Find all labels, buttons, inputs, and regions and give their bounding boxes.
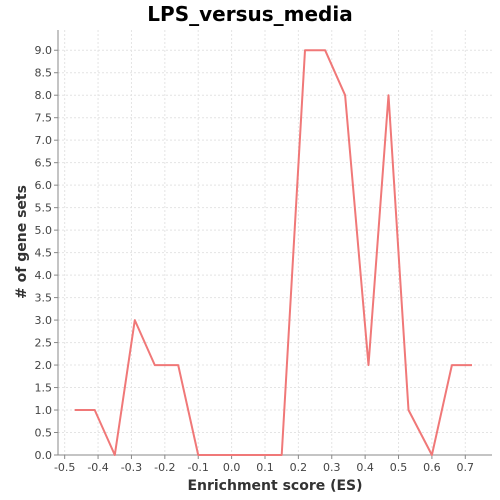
x-tick-label: 0.0 xyxy=(223,461,241,474)
y-tick-label: 5.5 xyxy=(35,202,53,215)
x-tick-label: -0.4 xyxy=(87,461,108,474)
y-tick-label: 2.5 xyxy=(35,337,53,350)
x-tick-label: -0.5 xyxy=(54,461,75,474)
y-tick-label: 7.5 xyxy=(35,112,53,125)
x-tick-label: 0.7 xyxy=(457,461,475,474)
grid xyxy=(58,30,492,456)
y-tick-label: 2.0 xyxy=(35,359,53,372)
x-tick-label: -0.3 xyxy=(121,461,142,474)
axes xyxy=(57,30,492,456)
series xyxy=(74,49,472,456)
y-tick-label: 0.0 xyxy=(35,449,53,462)
y-tick-label: 1.5 xyxy=(35,382,53,395)
y-axis-label: # of gene sets xyxy=(14,185,30,299)
x-ticks: -0.5 -0.4 -0.3 -0.2 -0.1 0.0 0.1 0.2 0.3 0.4 0.5 0.… xyxy=(54,455,474,474)
x-tick-label: 0.1 xyxy=(256,461,274,474)
y-tick-label: 8.0 xyxy=(35,89,53,102)
y-tick-label: 7.0 xyxy=(35,134,53,147)
x-tick-label: 0.5 xyxy=(390,461,408,474)
x-tick-label: 0.3 xyxy=(323,461,341,474)
x-axis-label: Enrichment score (ES) xyxy=(187,478,362,494)
y-tick-label: 3.0 xyxy=(35,314,53,327)
y-tick-label: 0.5 xyxy=(35,427,53,440)
y-tick-label: 6.5 xyxy=(35,157,53,170)
x-tick-label: 0.2 xyxy=(290,461,308,474)
y-tick-label: 3.5 xyxy=(35,292,53,305)
y-tick-label: 9.0 xyxy=(35,44,53,57)
y-ticks: 0.0 0.5 1.0 1.5 2.0 2.5 3.0 3.5 4.0 4.5 5.0 5.5 6.0 6… xyxy=(35,44,58,462)
y-tick-label: 1.0 xyxy=(35,404,53,417)
x-tick-label: -0.2 xyxy=(154,461,175,474)
x-tick-label: 0.4 xyxy=(356,461,374,474)
x-tick-label: -0.1 xyxy=(187,461,208,474)
chart-title: LPS_versus_media xyxy=(147,2,352,26)
y-tick-label: 8.5 xyxy=(35,67,53,80)
y-tick-label: 4.0 xyxy=(35,269,53,282)
y-tick-label: 5.0 xyxy=(35,224,53,237)
series-line xyxy=(74,49,472,456)
y-tick-label: 4.5 xyxy=(35,247,53,260)
y-tick-label: 6.0 xyxy=(35,179,53,192)
x-tick-label: 0.6 xyxy=(423,461,441,474)
